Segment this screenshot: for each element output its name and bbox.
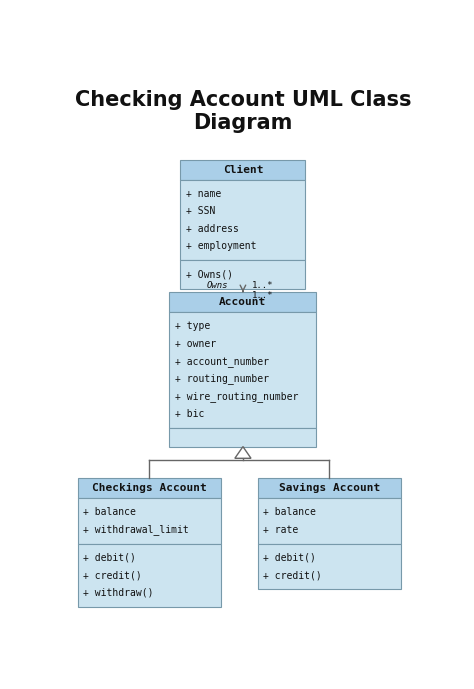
Text: + Owns(): + Owns() [186,269,233,280]
Text: + owner: + owner [174,339,216,349]
Text: 1..*: 1..* [252,281,273,290]
Text: + withdrawal_limit: + withdrawal_limit [83,524,189,535]
Bar [78,478,221,498]
Text: Checkings Account: Checkings Account [92,483,207,493]
Bar [78,544,221,607]
Text: + name: + name [186,189,221,199]
Text: + rate: + rate [263,524,298,535]
Text: Checking Account UML Class
Diagram: Checking Account UML Class Diagram [75,90,411,134]
Text: + debit(): + debit() [83,553,136,563]
Bar [258,478,401,498]
Text: + credit(): + credit() [83,570,142,580]
Bar [181,160,305,180]
Bar [78,498,221,544]
Bar [181,260,305,289]
Text: + balance: + balance [263,507,316,517]
Bar [169,292,316,312]
Polygon shape [235,446,251,458]
Text: + SSN: + SSN [186,206,215,216]
Text: + credit(): + credit() [263,570,321,580]
Text: Owns: Owns [206,280,228,290]
Text: + wire_routing_number: + wire_routing_number [174,391,298,402]
Text: Account: Account [219,298,266,307]
Text: + address: + address [186,224,238,234]
Bar [258,498,401,544]
Text: + bic: + bic [174,409,204,419]
Bar [169,428,316,446]
Text: + account_number: + account_number [174,356,269,367]
Bar [181,180,305,260]
Text: + type: + type [174,322,210,331]
Bar [258,544,401,589]
Text: 1..*: 1..* [252,291,273,300]
Bar [169,312,316,428]
Text: + balance: + balance [83,507,136,517]
Text: Client: Client [223,165,263,175]
Text: + routing_number: + routing_number [174,373,269,384]
Text: Savings Account: Savings Account [279,483,380,493]
Text: + withdraw(): + withdraw() [83,588,153,598]
Text: + debit(): + debit() [263,553,316,563]
Text: + employment: + employment [186,241,256,251]
